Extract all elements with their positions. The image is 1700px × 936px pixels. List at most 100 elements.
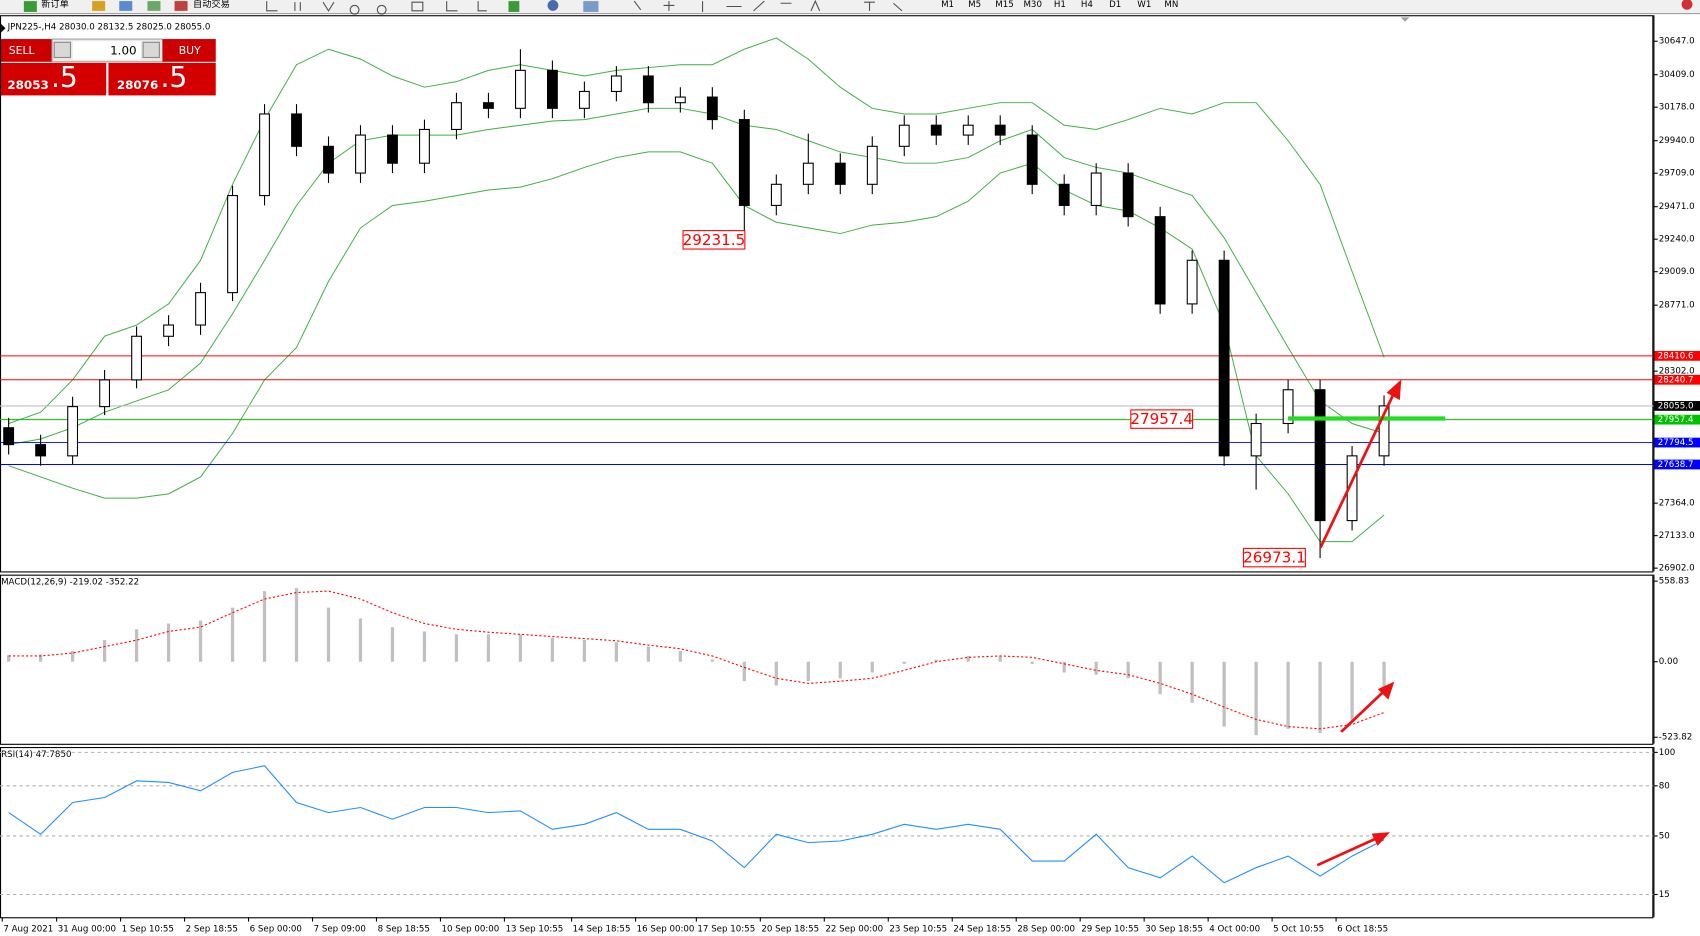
y-tick-label: 28771.0 xyxy=(1659,301,1695,311)
candle-body xyxy=(387,134,398,164)
y-tick-label: 29240.0 xyxy=(1659,235,1695,245)
level-tag xyxy=(1654,414,1700,425)
annotation-box xyxy=(1130,409,1194,429)
candle-body xyxy=(962,124,974,136)
bid-fraction: .5 xyxy=(51,61,78,94)
notification-icon[interactable] xyxy=(1681,0,1693,10)
y-tick-label: 27133.0 xyxy=(1659,531,1695,541)
trend-arrows xyxy=(1316,379,1402,867)
new-order-button[interactable]: 新订单 xyxy=(41,0,69,10)
buy-button[interactable] xyxy=(162,39,216,62)
x-tick-label: 5 Oct 10:55 xyxy=(1273,925,1324,935)
periods-icon[interactable] xyxy=(547,0,559,11)
candle-body xyxy=(1090,172,1102,206)
timeframe-button[interactable]: M15 xyxy=(995,0,1013,10)
timeframe-button[interactable]: H4 xyxy=(1081,0,1094,10)
auto-trading-button[interactable]: 自动交易 xyxy=(193,0,230,10)
sell-price-box[interactable] xyxy=(0,62,107,96)
x-tick-label: 13 Sep 10:55 xyxy=(506,925,564,935)
level-tag xyxy=(1654,351,1700,361)
candle-body xyxy=(323,145,334,174)
auto-trading-icon[interactable] xyxy=(174,1,188,11)
candle-body xyxy=(930,124,942,136)
candle-body xyxy=(1378,405,1390,457)
annotation-box xyxy=(1243,547,1306,568)
panel-frame xyxy=(0,15,1654,573)
arrowhead xyxy=(1386,379,1402,401)
annotation-label: 27957.4 xyxy=(1130,410,1193,428)
toolbar xyxy=(0,0,1700,14)
x-tick-label: 17 Sep 10:55 xyxy=(697,925,755,935)
candle-body xyxy=(291,113,302,147)
add-indicator[interactable] xyxy=(508,1,520,12)
sell-button[interactable] xyxy=(0,39,53,62)
x-tick-label: 7 Aug 2021 xyxy=(3,925,53,935)
candle-body xyxy=(355,134,366,174)
timeframe-button[interactable]: H1 xyxy=(1054,0,1066,10)
candle-body xyxy=(195,292,206,326)
panel-frame xyxy=(0,747,1654,919)
new-order-icon[interactable] xyxy=(23,1,37,12)
lot-increase[interactable] xyxy=(142,41,160,59)
macd-arrow xyxy=(1340,690,1385,733)
one-click-panel: SELL 1.00 BUY 28053 .5 28076 .5 xyxy=(0,38,216,96)
candle-body xyxy=(483,102,494,109)
lot-decrease[interactable] xyxy=(53,41,72,59)
x-tick-label: 20 Sep 18:55 xyxy=(761,925,819,935)
buy-price-box[interactable] xyxy=(108,62,216,96)
lot-input[interactable] xyxy=(72,41,141,60)
tool-glyphs xyxy=(266,1,487,15)
y-tick-label: 30178.0 xyxy=(1659,103,1695,113)
drawing-tools xyxy=(266,0,903,15)
annotation-label: 29231.5 xyxy=(683,231,746,249)
tool-icon[interactable] xyxy=(147,1,161,11)
candle-body xyxy=(3,427,15,446)
templates-icon[interactable] xyxy=(583,1,599,12)
timeframe-button[interactable]: M30 xyxy=(1023,0,1041,10)
buy-label[interactable]: BUY xyxy=(179,44,201,57)
tool-icon[interactable] xyxy=(119,1,133,11)
timeframe-button[interactable]: D1 xyxy=(1109,0,1121,10)
candle-body xyxy=(1154,216,1166,305)
timeframe-button[interactable]: M1 xyxy=(941,0,954,10)
candle-body xyxy=(1282,389,1294,425)
last-price-tag xyxy=(1654,401,1700,411)
level-label: 27957.4 xyxy=(1658,415,1694,425)
sell-label[interactable]: SELL xyxy=(9,44,35,57)
signal-line xyxy=(8,590,1385,730)
rsi-line xyxy=(8,765,1385,884)
candle-body xyxy=(259,113,270,197)
timeframe-button[interactable]: MN xyxy=(1164,0,1178,10)
candle-body xyxy=(1058,183,1070,206)
tool-icon[interactable] xyxy=(92,1,106,11)
candle-body xyxy=(419,128,430,164)
x-tick-label: 16 Sep 00:00 xyxy=(637,925,695,935)
x-tick-label: 22 Sep 00:00 xyxy=(825,925,883,935)
price-arrow xyxy=(1319,391,1396,549)
y-tick-label: 29009.0 xyxy=(1659,267,1695,277)
x-tick-label: 31 Aug 00:00 xyxy=(58,925,116,935)
y-tick-label: 15 xyxy=(1659,890,1670,900)
candle-body xyxy=(131,335,143,381)
bollinger-band xyxy=(8,37,1385,424)
candle-body xyxy=(578,90,590,109)
candle-body xyxy=(451,102,462,130)
bid-main: 28053 xyxy=(7,78,48,92)
lot-value[interactable]: 1.00 xyxy=(110,43,137,57)
timeframe-button[interactable]: W1 xyxy=(1137,0,1151,10)
timeframe-button[interactable]: M5 xyxy=(968,0,981,10)
candle-body xyxy=(738,119,750,206)
candle-body xyxy=(898,124,910,147)
shift-marker xyxy=(1400,17,1410,22)
indicator-title: MACD(12,26,9) -219.02 -352.22 xyxy=(1,578,139,588)
x-tick-label: 24 Sep 18:55 xyxy=(953,925,1011,935)
annotation-box xyxy=(682,230,746,250)
arrowhead xyxy=(1371,832,1390,846)
candle-body xyxy=(1346,455,1358,522)
chart-layer: 30647.0 30409.0 30178.0 29940.0 29709.0 29471… xyxy=(0,15,1700,935)
candle-body xyxy=(1026,134,1038,185)
candle-body xyxy=(1250,422,1262,457)
